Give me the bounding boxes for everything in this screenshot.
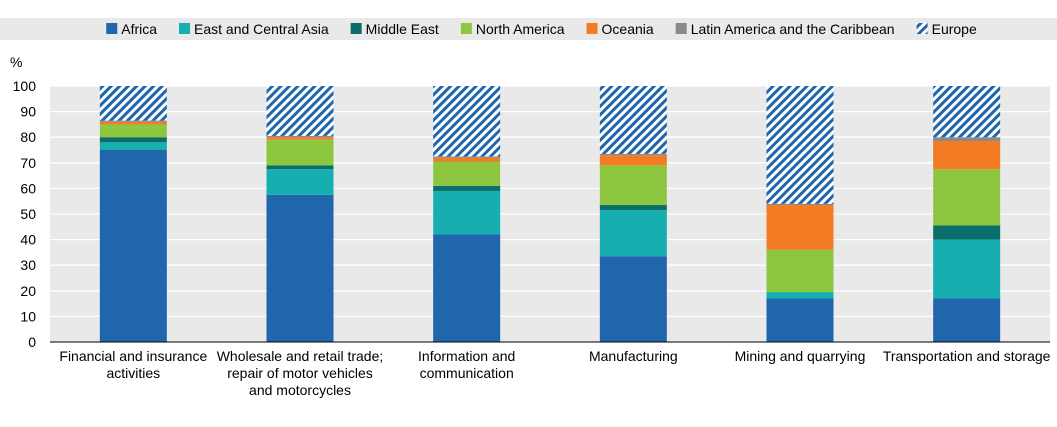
bar-segment-east-and-central-asia	[933, 239, 1001, 299]
bar-segment-latin-america-and-the-caribbean	[599, 153, 667, 156]
bar-segment-europe	[266, 86, 334, 136]
bar-segment-africa	[99, 150, 167, 342]
bar-segment-north-america	[99, 124, 167, 138]
legend-swatch	[106, 23, 118, 34]
x-category-label: Manufacturing	[589, 348, 678, 364]
legend-swatch	[460, 23, 472, 34]
legend-label: Africa	[121, 21, 157, 37]
legend-item: Latin America and the Caribbean	[675, 21, 895, 37]
y-tick-label: 40	[20, 232, 36, 248]
legend-label: Latin America and the Caribbean	[691, 21, 895, 37]
legend-item: Europe	[916, 21, 977, 37]
legend-item: Middle East	[350, 21, 439, 37]
y-tick-label: 90	[20, 104, 36, 120]
legend-item: East and Central Asia	[179, 21, 329, 37]
bar-segment-north-america	[599, 165, 667, 206]
bar-segment-latin-america-and-the-caribbean	[99, 120, 167, 122]
bar-segment-europe	[599, 86, 667, 154]
y-tick-label: 100	[13, 78, 37, 94]
bar-segment-east-and-central-asia	[433, 190, 501, 235]
bar-segment-africa	[266, 194, 334, 342]
y-tick-label: 20	[20, 283, 36, 299]
x-category-label: Mining and quarrying	[735, 348, 866, 364]
bars	[99, 86, 1001, 342]
gridlines	[50, 85, 1050, 318]
y-tick-label: 80	[20, 129, 36, 145]
y-axis-unit-label: %	[10, 54, 22, 70]
bar-segment-east-and-central-asia	[99, 142, 167, 150]
legend: Africa East and Central Asia Middle East No…	[0, 18, 1057, 40]
bar-segment-europe	[433, 86, 501, 157]
x-category-label: Transportation and storage	[883, 348, 1051, 364]
bar-segment-africa	[599, 256, 667, 342]
bar-segment-middle-east	[99, 137, 167, 143]
y-tick-label: 60	[20, 180, 36, 196]
bar-segment-north-america	[766, 249, 834, 293]
y-tick-label: 70	[20, 155, 36, 171]
y-axis-ticks: 0 10 20 30 40 50 60 70 80 90 100	[13, 78, 37, 350]
bar-segment-north-america	[433, 161, 501, 186]
x-category-label: Information and communication	[418, 348, 515, 381]
x-category-label: Wholesale and retail trade; repair of mot…	[217, 348, 384, 398]
bar-segment-latin-america-and-the-caribbean	[433, 156, 501, 158]
x-axis-labels: Financial and insurance activities Wholesa…	[59, 348, 1050, 398]
legend-label: Oceania	[602, 21, 654, 37]
bar-segment-middle-east	[599, 205, 667, 211]
bar-segment-europe	[766, 86, 834, 204]
x-category-label: Financial and insurance activities	[59, 348, 207, 381]
legend-label: Europe	[932, 21, 977, 37]
y-tick-label: 10	[20, 308, 36, 324]
bar-segment-europe	[933, 86, 1001, 138]
y-tick-label: 30	[20, 257, 36, 273]
bar-segment-latin-america-and-the-caribbean	[933, 137, 1001, 142]
bar-segment-north-america	[933, 169, 1001, 226]
legend-swatch	[916, 23, 928, 34]
legend-label: North America	[476, 21, 565, 37]
legend-label: Middle East	[366, 21, 439, 37]
legend-item: North America	[460, 21, 565, 37]
legend-item: Africa	[106, 21, 157, 37]
bar-segment-europe	[99, 86, 167, 121]
legend-item: Oceania	[586, 21, 654, 37]
legend-swatch	[179, 23, 191, 34]
legend-swatch	[350, 23, 362, 34]
bar-segment-oceania	[99, 121, 167, 125]
bar-segment-east-and-central-asia	[266, 169, 334, 195]
legend-label: East and Central Asia	[194, 21, 329, 37]
legend-background	[0, 18, 1057, 40]
bar-segment-oceania	[433, 157, 501, 162]
bar-segment-middle-east	[933, 225, 1001, 240]
bar-segment-oceania	[933, 141, 1001, 170]
bar-segment-latin-america-and-the-caribbean	[766, 203, 834, 206]
bar-segment-middle-east	[266, 165, 334, 170]
legend-swatch	[586, 23, 598, 34]
bar-segment-oceania	[766, 205, 834, 250]
legend-swatch	[675, 23, 687, 34]
bar-segment-africa	[433, 234, 501, 342]
bar-segment-east-and-central-asia	[599, 210, 667, 257]
bar-segment-latin-america-and-the-caribbean	[266, 135, 334, 138]
bar-segment-east-and-central-asia	[766, 292, 834, 299]
y-tick-label: 0	[28, 334, 36, 350]
bar-segment-middle-east	[433, 185, 501, 191]
bar-segment-oceania	[266, 137, 334, 140]
bar-segment-africa	[766, 298, 834, 342]
bar-segment-africa	[933, 298, 1001, 342]
bar-segment-north-america	[266, 139, 334, 166]
bar-segment-oceania	[599, 155, 667, 166]
y-tick-label: 50	[20, 206, 36, 222]
